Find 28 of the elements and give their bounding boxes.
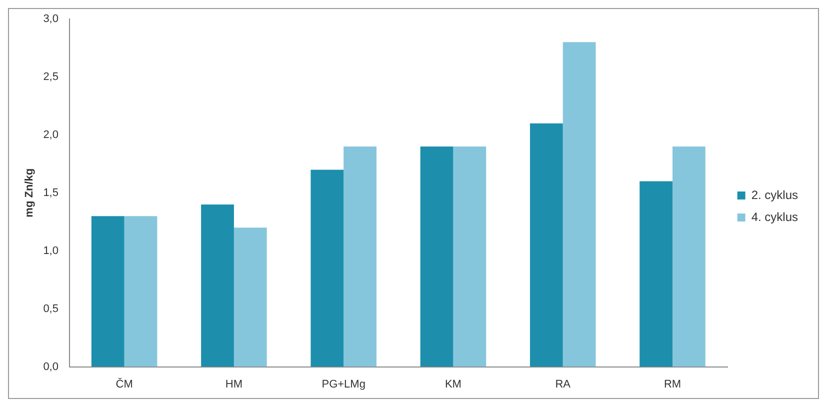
bar [672, 146, 706, 367]
legend-label: 2. cyklus [751, 188, 798, 202]
bar [124, 216, 158, 367]
bar [562, 42, 596, 367]
y-tick-label: 3,0 [43, 13, 58, 26]
x-tick-label: RM [664, 378, 682, 390]
y-tick-label: 1,0 [43, 244, 58, 257]
y-tick-label: 0,0 [43, 360, 58, 373]
x-tick-label: KM [444, 378, 462, 390]
bar [453, 146, 486, 367]
bar [201, 204, 234, 367]
y-tick-label: 2,5 [43, 71, 58, 83]
y-tick-label: 2,0 [43, 128, 58, 141]
bar [530, 123, 563, 367]
y-tick-label: 1,5 [43, 186, 58, 199]
bar [420, 146, 454, 367]
legend-label: 4. cyklus [751, 210, 798, 224]
bar [91, 216, 124, 367]
y-axis-title: mg Zn/kg [24, 168, 36, 218]
bar [234, 228, 267, 367]
bar [344, 146, 376, 367]
y-tick-label: 0,5 [43, 302, 58, 315]
x-tick-label: ČM [116, 377, 133, 390]
bar [640, 181, 672, 367]
x-tick-label: RA [555, 378, 572, 390]
bar [310, 170, 344, 367]
x-tick-label: HM [225, 378, 243, 390]
x-tick-label: PG+LMg [322, 378, 366, 390]
